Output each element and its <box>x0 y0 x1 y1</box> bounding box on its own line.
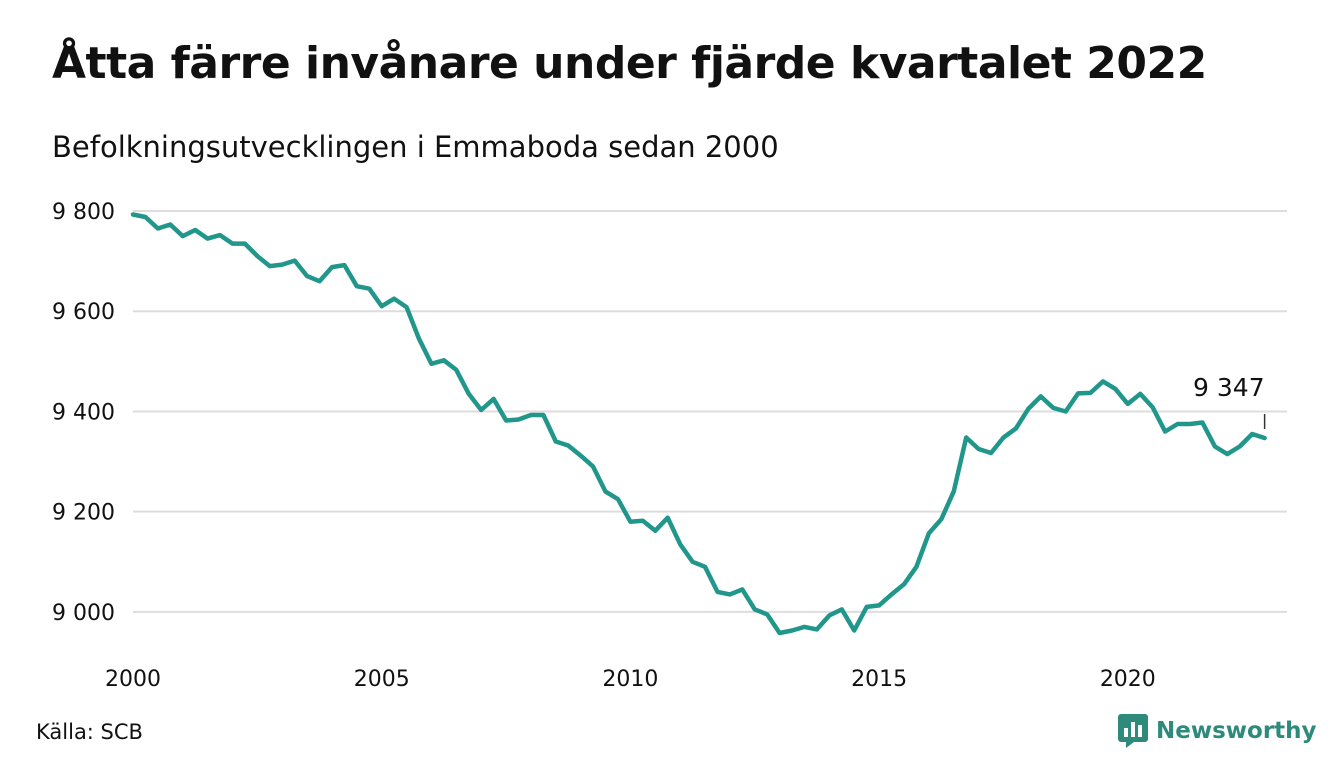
gridlines <box>133 210 1287 613</box>
newsworthy-logo-icon <box>1118 714 1148 748</box>
y-tick-label: 9 400 <box>52 400 115 425</box>
chart-title: Åtta färre invånare under fjärde kvartal… <box>52 38 1207 89</box>
brand-name: Newsworthy <box>1156 718 1317 744</box>
population-line <box>130 212 1267 636</box>
last-value-label: 9 347 <box>1193 373 1265 402</box>
brand-logo[interactable]: Newsworthy <box>1118 714 1317 748</box>
annotation-layer: 9 347 <box>1193 373 1266 430</box>
y-tick-label: 9 800 <box>52 200 115 225</box>
y-tick-label: 9 000 <box>52 601 115 626</box>
source-note: Källa: SCB <box>36 720 143 744</box>
y-axis-ticks: 9 000 9 200 9 400 9 600 9 800 <box>52 200 115 626</box>
x-tick-label: 2020 <box>1100 667 1156 692</box>
x-tick-label: 2000 <box>105 667 161 692</box>
x-tick-label: 2005 <box>354 667 410 692</box>
x-tick-label: 2010 <box>602 667 658 692</box>
x-tick-label: 2015 <box>851 667 907 692</box>
chart-subtitle: Befolkningsutvecklingen i Emmaboda sedan… <box>52 130 779 164</box>
series-layer <box>130 212 1267 636</box>
y-tick-label: 9 200 <box>52 501 115 526</box>
y-tick-label: 9 600 <box>52 300 115 325</box>
x-axis-ticks: 2000 2005 2010 2015 2020 <box>105 667 1156 692</box>
